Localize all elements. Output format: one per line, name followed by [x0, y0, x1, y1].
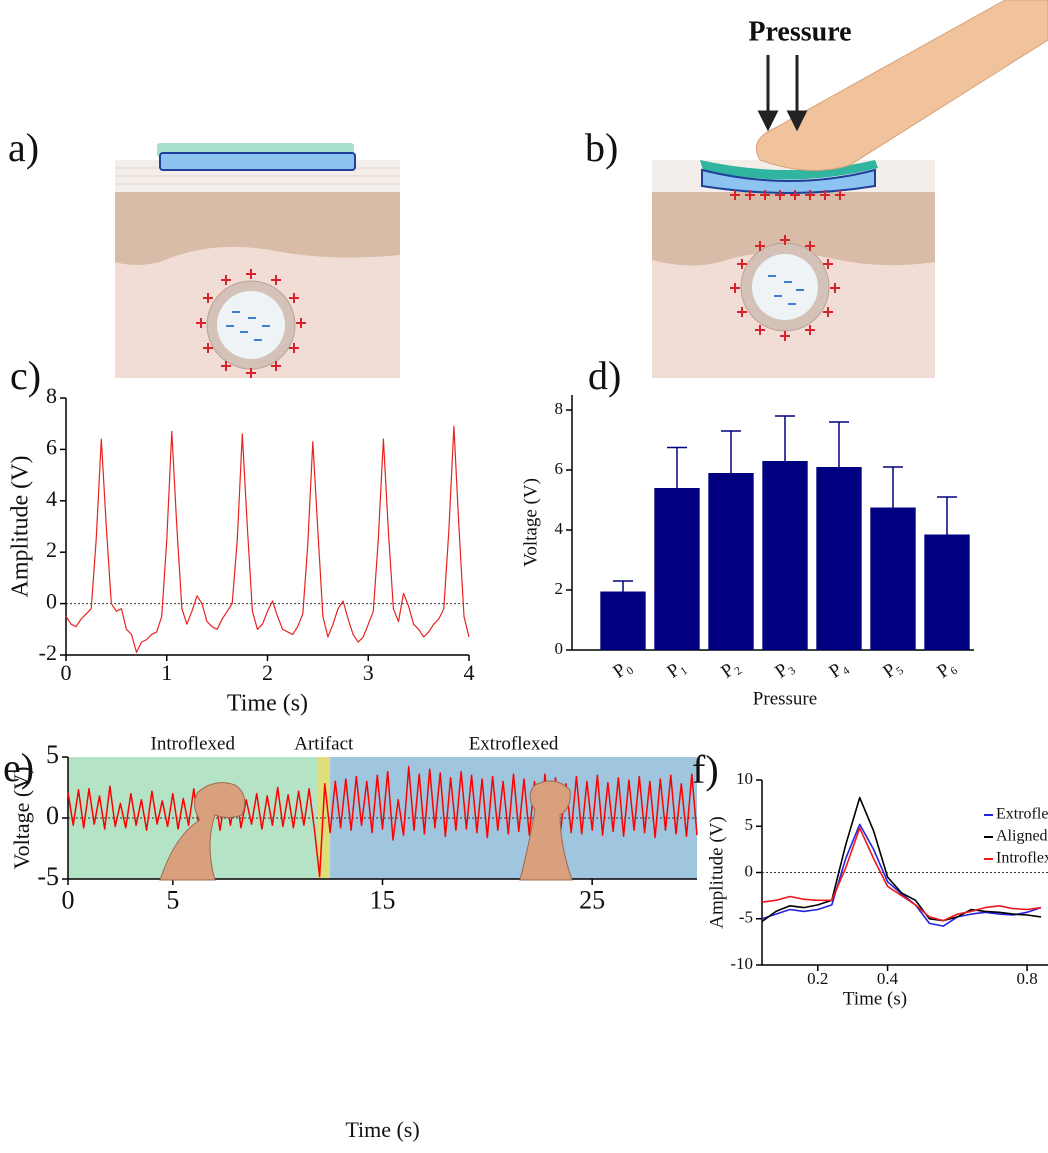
chart-panel: d) 0 2 4 6 8 Pressure Voltage (V) P₀ P₁ P₂ P₃ P₄ P₅ P₆ — [520, 353, 974, 709]
y-tick-label: 4 — [46, 486, 57, 511]
x-tick-label: P₄ — [825, 656, 851, 683]
annotation: Pressure — [748, 16, 851, 47]
bar — [654, 488, 699, 650]
panel-label: f) — [692, 747, 719, 792]
region-label: Extroflexed — [469, 733, 559, 754]
x-tick-label: P₆ — [933, 656, 959, 683]
y-tick-label: 0 — [46, 801, 59, 830]
x-tick-label: P₁ — [663, 656, 689, 683]
y-tick-label: 0 — [46, 589, 57, 614]
x-tick-label: P₀ — [609, 656, 635, 683]
figure: a) Pressure b) c)-20246801234Time (s)Amp… — [0, 0, 1048, 1153]
legend-label: Introflexed — [996, 850, 1048, 867]
patch — [160, 153, 355, 170]
panel-label: a) — [8, 125, 39, 170]
y-tick-label: -5 — [739, 908, 753, 927]
y-tick-label: 0 — [555, 639, 564, 658]
y-tick-label: 6 — [555, 459, 564, 478]
y-axis-label: Voltage (V) — [9, 767, 34, 870]
illustration-b: Pressure b) — [585, 0, 1048, 378]
x-tick-label: 4 — [464, 660, 475, 685]
bar — [924, 535, 969, 651]
y-tick-label: 2 — [46, 537, 57, 562]
y-tick-label: 2 — [555, 579, 564, 598]
bar — [816, 467, 861, 650]
pressure-arrows — [760, 55, 805, 128]
y-axis-label: Amplitude (V) — [8, 456, 34, 598]
x-tick-label: 5 — [166, 885, 179, 914]
x-tick-label: P₂ — [717, 656, 743, 683]
bar — [600, 592, 645, 651]
bar — [762, 461, 807, 650]
x-tick-label: 0 — [62, 885, 75, 914]
y-axis-label: Amplitude (V) — [706, 816, 727, 928]
x-tick-label: 3 — [363, 660, 374, 685]
x-tick-label: 0.8 — [1016, 969, 1037, 988]
y-tick-label: 4 — [555, 519, 564, 538]
vessel-lumen — [752, 254, 818, 320]
illustration-a: a) — [8, 125, 400, 378]
x-tick-label: 0.4 — [877, 969, 899, 988]
x-axis-label: Time (s) — [843, 988, 907, 1009]
chart-panel: f) -10 -5 0 5 10 0.2 0.4 0.8 Time (s) Amplitude (V… — [692, 747, 1048, 1009]
x-axis-label: Time (s) — [227, 691, 308, 717]
y-axis-label: Voltage (V) — [520, 478, 541, 567]
x-tick-label: 2 — [262, 660, 273, 685]
y-tick-label: -10 — [730, 954, 753, 973]
bar — [870, 508, 915, 651]
x-tick-label: 1 — [161, 660, 172, 685]
y-tick-label: 6 — [46, 434, 57, 459]
x-tick-label: 0 — [61, 660, 72, 685]
y-tick-label: -5 — [37, 862, 59, 891]
panel-label: c) — [10, 353, 41, 398]
x-tick-label: P₅ — [879, 656, 905, 683]
data-line — [66, 426, 469, 652]
region-label: Artifact — [294, 733, 354, 754]
y-tick-label: 8 — [46, 383, 57, 408]
bar — [708, 473, 753, 650]
panel-label: d) — [588, 353, 621, 398]
y-tick-label: 8 — [555, 399, 564, 418]
region-label: Introflexed — [151, 733, 236, 754]
x-axis-label: Pressure — [753, 688, 817, 709]
y-tick-label: 10 — [736, 769, 753, 788]
y-tick-label: 5 — [745, 815, 754, 834]
x-tick-label: 15 — [370, 885, 396, 914]
legend-label: Aligned — [996, 828, 1048, 845]
panel-label: b) — [585, 125, 618, 170]
x-tick-label: 0.2 — [807, 969, 828, 988]
page: a) Pressure b) c)-20246801234Time (s)Amp… — [0, 0, 1048, 1153]
x-tick-label: 25 — [579, 885, 605, 914]
y-tick-label: -2 — [39, 640, 57, 665]
y-tick-label: 5 — [46, 740, 59, 769]
x-axis-label: Time (s) — [345, 1117, 419, 1142]
x-tick-label: P₃ — [771, 656, 797, 683]
legend-label: Extroflexed — [996, 806, 1048, 823]
y-tick-label: 0 — [745, 861, 754, 880]
